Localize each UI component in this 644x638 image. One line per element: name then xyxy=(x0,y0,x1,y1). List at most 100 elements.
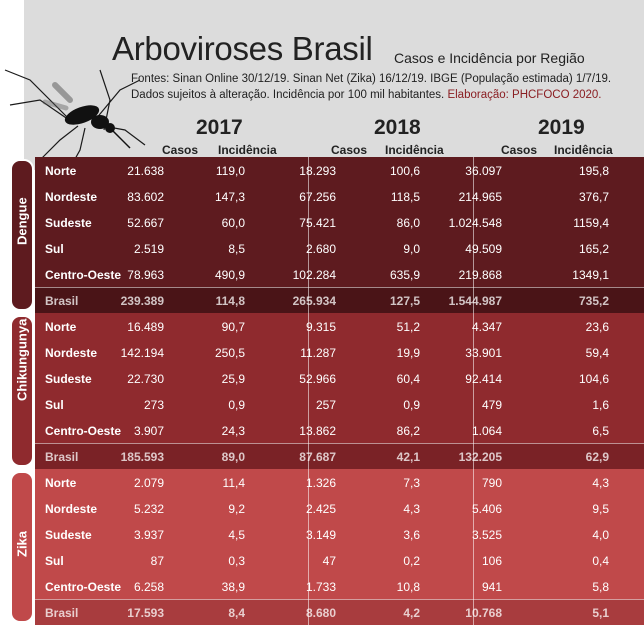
year-divider xyxy=(473,157,474,313)
casos-cell: 265.934 xyxy=(292,294,336,308)
casos-cell: 5.232 xyxy=(133,502,164,516)
casos-cell: 142.194 xyxy=(120,346,164,360)
incidencia-cell: 38,9 xyxy=(221,580,245,594)
incidencia-cell: 0,2 xyxy=(403,554,420,568)
incidencia-cell: 0,4 xyxy=(592,554,609,568)
incidencia-cell: 4,0 xyxy=(592,528,609,542)
year-divider xyxy=(308,469,309,625)
block-dengue: Norte 21.638 119,0 18.293 100,6 36.097 195,8 No… xyxy=(35,157,644,313)
casos-cell: 3.525 xyxy=(471,528,502,542)
block-zika: Norte 2.079 11,4 1.326 7,3 790 4,3 Nordeste 5.23… xyxy=(35,469,644,625)
casos-cell: 87 xyxy=(150,554,164,568)
incidencia-cell: 5,1 xyxy=(592,606,609,620)
casos-cell: 3.937 xyxy=(133,528,164,542)
year-divider xyxy=(473,313,474,469)
credit-text: Elaboração: PHCFOCO 2020. xyxy=(447,89,602,101)
incidencia-cell: 60,4 xyxy=(396,372,420,386)
year-divider xyxy=(308,157,309,313)
table-row: Norte 2.079 11,4 1.326 7,3 790 4,3 xyxy=(35,469,644,495)
incidencia-cell: 51,2 xyxy=(396,320,420,334)
casos-cell: 67.256 xyxy=(299,190,336,204)
region-label: Centro-Oeste xyxy=(45,268,122,282)
page-subtitle: Casos e Incidência por Região xyxy=(394,50,585,66)
casos-cell: 22.730 xyxy=(127,372,164,386)
incidencia-cell: 6,5 xyxy=(592,424,609,438)
mosquito-illustration xyxy=(4,69,146,169)
table-row: Sudeste 3.937 4,5 3.149 3,6 3.525 4,0 xyxy=(35,521,644,547)
incidencia-cell: 118,5 xyxy=(390,190,420,204)
casos-cell: 78.963 xyxy=(127,268,164,282)
sources-note: Fontes: Sinan Online 30/12/19. Sinan Net… xyxy=(131,71,611,103)
casos-cell: 33.901 xyxy=(465,346,502,360)
casos-cell: 214.965 xyxy=(458,190,502,204)
year-divider xyxy=(473,469,474,625)
incidencia-cell: 19,9 xyxy=(396,346,420,360)
total-separator xyxy=(35,287,644,288)
incidencia-cell: 0,9 xyxy=(228,398,245,412)
incidencia-cell: 735,2 xyxy=(578,294,609,308)
incidencia-cell: 9,2 xyxy=(228,502,245,516)
incidencia-cell: 89,0 xyxy=(221,450,245,464)
side-label-dengue: Dengue xyxy=(10,159,34,311)
incidencia-cell: 9,5 xyxy=(592,502,609,516)
region-label: Nordeste xyxy=(45,346,98,360)
incidencia-cell: 376,7 xyxy=(578,190,609,204)
year-divider xyxy=(308,313,309,469)
incidencia-cell: 195,8 xyxy=(578,164,609,178)
casos-cell: 479 xyxy=(481,398,502,412)
incidencia-cell: 60,0 xyxy=(221,216,245,230)
region-label: Nordeste xyxy=(45,190,98,204)
casos-cell: 87.687 xyxy=(299,450,336,464)
total-row: Brasil 185.593 89,0 87.687 42,1 132.205 62,9 xyxy=(35,443,644,469)
table-row: Sul 87 0,3 47 0,2 106 0,4 xyxy=(35,547,644,573)
header-background xyxy=(24,0,644,170)
incidencia-cell: 1349,1 xyxy=(572,268,609,282)
incidencia-cell: 10,8 xyxy=(396,580,420,594)
col-incidencia-2018: Incidência xyxy=(385,143,444,157)
casos-cell: 106 xyxy=(481,554,502,568)
casos-cell: 4.347 xyxy=(471,320,502,334)
region-label: Sul xyxy=(45,554,64,568)
casos-cell: 790 xyxy=(481,476,502,490)
incidencia-cell: 9,0 xyxy=(403,242,420,256)
incidencia-cell: 4,2 xyxy=(403,606,420,620)
casos-cell: 9.315 xyxy=(305,320,336,334)
incidencia-cell: 5,8 xyxy=(592,580,609,594)
incidencia-cell: 25,9 xyxy=(221,372,245,386)
casos-cell: 10.768 xyxy=(465,606,502,620)
incidencia-cell: 23,6 xyxy=(585,320,609,334)
casos-cell: 1.024.548 xyxy=(448,216,502,230)
incidencia-cell: 127,5 xyxy=(389,294,420,308)
casos-cell: 102.284 xyxy=(292,268,336,282)
incidencia-cell: 3,6 xyxy=(403,528,420,542)
incidencia-cell: 165,2 xyxy=(578,242,609,256)
region-label: Norte xyxy=(45,320,77,334)
casos-cell: 1.064 xyxy=(471,424,502,438)
casos-cell: 13.862 xyxy=(299,424,336,438)
incidencia-cell: 490,9 xyxy=(214,268,245,282)
casos-cell: 273 xyxy=(143,398,164,412)
incidencia-cell: 59,4 xyxy=(585,346,609,360)
region-label: Brasil xyxy=(45,450,79,464)
region-label: Norte xyxy=(45,476,77,490)
casos-cell: 92.414 xyxy=(465,372,502,386)
incidencia-cell: 104,6 xyxy=(578,372,609,386)
casos-cell: 17.593 xyxy=(127,606,164,620)
casos-cell: 2.425 xyxy=(305,502,336,516)
table-row: Norte 16.489 90,7 9.315 51,2 4.347 23,6 xyxy=(35,313,644,339)
incidencia-cell: 11,4 xyxy=(222,476,245,490)
year-2018: 2018 xyxy=(374,116,421,139)
casos-cell: 47 xyxy=(322,554,336,568)
incidencia-cell: 1,6 xyxy=(592,398,609,412)
region-label: Sul xyxy=(45,242,64,256)
table-row: Sul 2.519 8,5 2.680 9,0 49.509 165,2 xyxy=(35,235,644,261)
sources-line-1: Fontes: Sinan Online 30/12/19. Sinan Net… xyxy=(131,73,612,85)
casos-cell: 219.868 xyxy=(458,268,502,282)
region-label: Norte xyxy=(45,164,77,178)
casos-cell: 18.293 xyxy=(299,164,336,178)
region-label: Centro-Oeste xyxy=(45,424,122,438)
casos-cell: 2.079 xyxy=(133,476,164,490)
casos-cell: 6.258 xyxy=(133,580,164,594)
total-row: Brasil 17.593 8,4 8.680 4,2 10.768 5,1 xyxy=(35,599,644,625)
casos-cell: 21.638 xyxy=(127,164,164,178)
